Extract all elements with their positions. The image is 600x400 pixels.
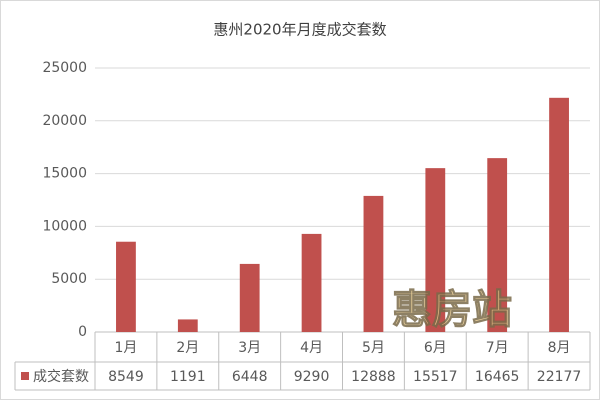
x-tick-label: 4月 [300,340,323,356]
x-tick-label: 7月 [486,340,509,356]
table-value: 15517 [413,369,458,385]
table-value: 22177 [537,369,582,385]
x-tick-label: 2月 [176,340,199,356]
y-tick-label: 10000 [42,218,87,234]
x-tick-label: 3月 [238,340,261,356]
chart-title: 惠州2020年月度成交套数 [213,21,386,39]
table-value: 12888 [351,369,396,385]
x-tick-label: 5月 [362,340,385,356]
table-value: 16465 [475,369,520,385]
table-value: 1191 [170,369,206,385]
bar [549,97,569,332]
bar [487,158,508,332]
bar [363,195,384,332]
legend-label: 成交套数 [33,368,89,385]
table-value: 6448 [232,369,268,385]
watermark: 惠房站 [392,287,512,333]
bar [239,263,260,332]
y-tick-label: 15000 [42,166,87,182]
bar [301,233,322,332]
x-tick-label: 1月 [114,340,137,356]
bar [116,241,136,332]
x-tick-label: 6月 [424,340,447,356]
bar [425,168,446,332]
y-tick-label: 5000 [51,271,87,287]
y-tick-label: 25000 [42,60,87,76]
table-value: 8549 [108,369,144,385]
bar [177,319,198,332]
x-tick-label: 8月 [548,340,571,356]
table-value: 9290 [294,369,330,385]
y-tick-label: 0 [78,324,87,340]
y-tick-label: 20000 [42,113,87,129]
legend-swatch [21,372,29,380]
